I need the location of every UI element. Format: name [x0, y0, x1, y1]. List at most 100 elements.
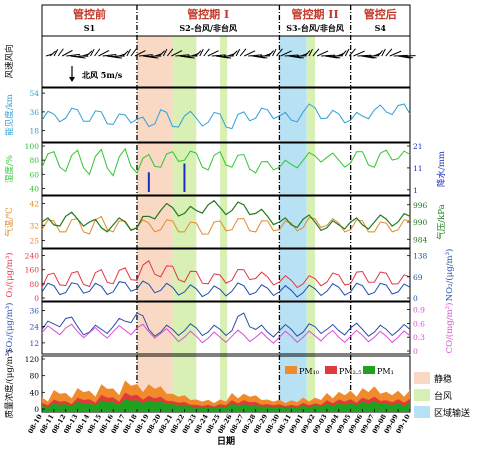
wind-arrow: [147, 55, 159, 59]
wind-arrow: [110, 55, 123, 59]
data-series: [41, 48, 416, 412]
ytick-label: 0.6: [413, 319, 425, 328]
panel-frame-so2: [41, 301, 411, 355]
period-shading: [136, 36, 316, 412]
wind-arrow: [385, 48, 393, 57]
period-code: S3-台风/非台风: [286, 23, 344, 33]
ytick-label: 0: [34, 405, 39, 414]
shade-regional: [279, 36, 307, 412]
shading-legend-swatch: [414, 406, 430, 418]
shading-legend-label: 静稳: [434, 373, 452, 385]
axis-label: 能见度/km: [4, 94, 15, 136]
wind-arrow: [272, 48, 277, 57]
wind-arrow: [243, 50, 256, 57]
wind-arrow: [344, 48, 350, 57]
ytick-label: 0.3: [413, 333, 425, 342]
ytick-label: 36: [29, 306, 39, 315]
ytick-label: 240: [25, 252, 40, 261]
axis-label: SO₂/(μg/m³): [4, 303, 15, 354]
wind-arrow: [175, 54, 190, 57]
ytick-label: 80: [29, 372, 39, 381]
wind-arrow: [268, 50, 275, 57]
wind-arrow: [98, 50, 110, 57]
wind-arrow: [312, 48, 320, 57]
ytick-label: 80: [29, 156, 39, 165]
wind-arrow: [211, 54, 226, 57]
ytick-label: 18: [29, 127, 39, 136]
wind-arrow: [397, 55, 411, 59]
ytick-label: 120: [25, 355, 40, 364]
ytick-label: 0: [413, 347, 418, 356]
series-line-no2: [41, 280, 411, 298]
pm-legend-swatch: [363, 366, 375, 374]
axis-label: 降水/mm: [436, 151, 447, 187]
period-code: S2-台风/非台风: [179, 23, 237, 33]
axis-label: NO₂/(μg/m³): [444, 249, 455, 302]
wind-arrow: [276, 48, 283, 57]
wind-arrow: [57, 48, 64, 57]
period-title: 管控后: [364, 7, 397, 21]
wind-arrow: [74, 55, 86, 59]
series-line-visibility: [41, 103, 411, 130]
ytick-label: 1: [413, 186, 418, 195]
shade-calm: [136, 36, 173, 412]
wind-arrow: [340, 50, 347, 57]
wind-arrow: [284, 54, 299, 57]
period-title: 管控前: [73, 7, 106, 21]
wind-arrow: [171, 50, 183, 57]
ytick-label: 25: [29, 237, 39, 246]
wind-arrow: [195, 50, 202, 57]
ytick-label: 21: [413, 142, 423, 151]
wind-arrow: [321, 54, 335, 57]
ytick-label: 984: [413, 235, 428, 244]
series-line-humidity: [41, 147, 411, 177]
wind-arrow: [401, 55, 414, 59]
ytick-label: 0: [413, 294, 418, 303]
ytick-label: 32: [29, 221, 39, 230]
wind-arrow: [381, 48, 386, 57]
wind-arrow: [235, 48, 241, 57]
wind-arrow: [256, 55, 268, 59]
wind-arrow: [199, 48, 204, 57]
axis-label: 质量浓度/(μg/m³): [4, 350, 15, 419]
ytick-label: 996: [413, 201, 428, 210]
wind-arrow: [280, 50, 292, 57]
period-code: S1: [84, 23, 95, 33]
wind-arrow: [292, 55, 304, 59]
wind-arrow: [348, 48, 356, 57]
wind-arrow: [365, 55, 377, 59]
wind-ref-label: 北风 5m/s: [82, 70, 123, 80]
ytick-label: 12: [29, 339, 39, 348]
wind-arrow: [102, 54, 117, 57]
wind-arrow: [94, 48, 101, 57]
ytick-label: 60: [29, 170, 39, 179]
ytick-label: 54: [29, 89, 39, 98]
wind-arrow: [162, 48, 168, 57]
series-line-pressure: [41, 199, 411, 233]
wind-arrow: [248, 54, 263, 57]
wind-arrow: [158, 50, 165, 57]
ytick-label: 69: [413, 273, 423, 282]
ytick-label: 160: [25, 266, 40, 275]
pm-legend-label: PM₁₀: [299, 367, 319, 376]
ytick-label: 80: [29, 280, 39, 289]
series-line-o3: [41, 260, 411, 289]
wind-arrow: [316, 50, 329, 57]
wind-arrow: [49, 50, 56, 57]
wind-arrow: [329, 55, 341, 59]
pm-legend-label: PM₂.₅: [339, 367, 362, 376]
ytick-label: 138: [413, 252, 428, 261]
wind-arrow: [61, 49, 73, 57]
pm-legend-swatch: [325, 366, 337, 374]
series-line-temp: [41, 215, 411, 235]
wind-arrow: [86, 50, 93, 57]
shading-legend-swatch: [414, 372, 430, 384]
axis-label: CO/(mg/m³): [444, 303, 455, 354]
wind-arrow: [183, 55, 195, 59]
ytick-label: 40: [29, 388, 39, 397]
ytick-label: 990: [413, 218, 428, 227]
wind-arrow: [219, 55, 232, 59]
wind-arrow: [166, 48, 174, 57]
